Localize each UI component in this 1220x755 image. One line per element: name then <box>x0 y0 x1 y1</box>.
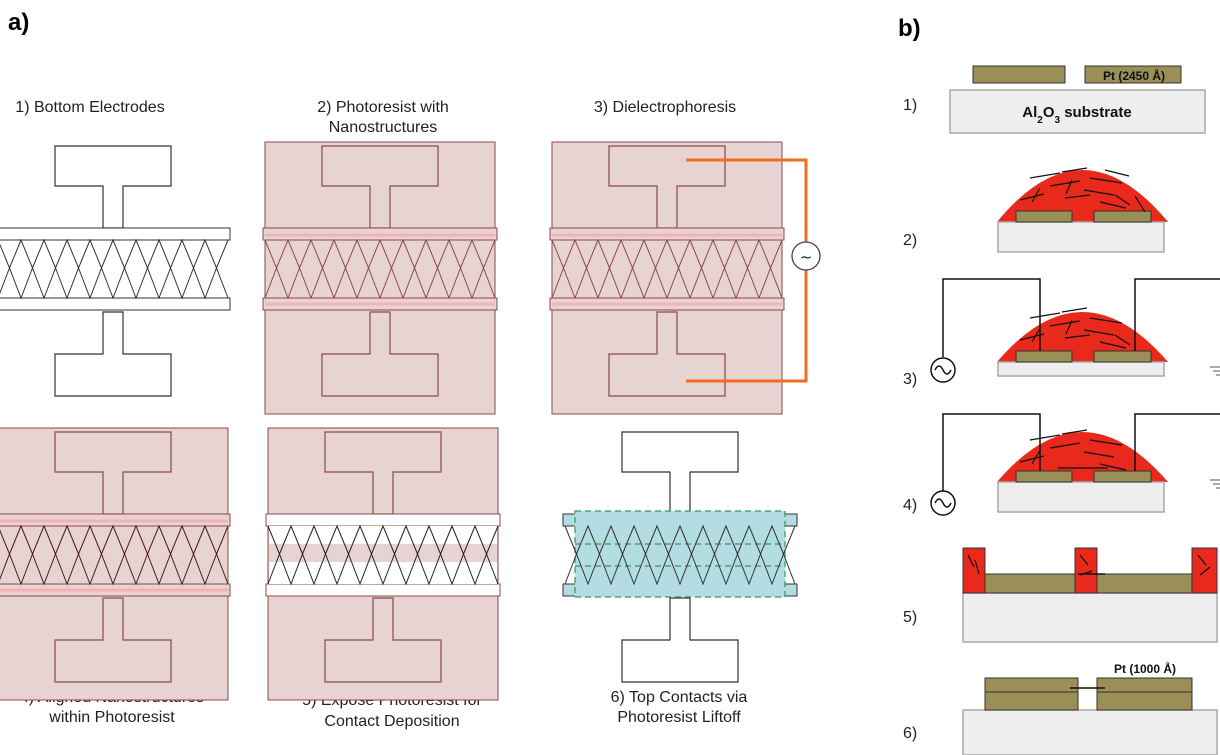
b6-electrode-left <box>984 691 1079 711</box>
b3-substrate <box>997 361 1165 377</box>
panel-b-letter: b) <box>898 15 921 42</box>
b2-electrode-left <box>1015 210 1073 223</box>
a3-bottom-electrode <box>608 311 726 397</box>
b1-substrate-label: Al2O3 substrate <box>1022 104 1132 126</box>
b3-nanostructures <box>1019 307 1131 349</box>
b6-top-contact-right <box>1096 677 1193 693</box>
b5-exposed-setup <box>962 547 1218 643</box>
b4-ground-icon <box>1210 479 1220 489</box>
step-a6-caption-line1: 6) Top Contacts via <box>611 689 748 706</box>
b3-electrode-right <box>1093 350 1152 363</box>
a2-bottom-electrode <box>321 311 439 397</box>
a5-bottom-electrode <box>324 597 442 683</box>
b1-pt-electrode-right <box>1084 65 1182 84</box>
b5-photoresist-center <box>1074 547 1098 594</box>
ac-source-symbol: ~ <box>800 248 813 266</box>
b5-nanostructures <box>967 554 1211 576</box>
a5-resist-strip <box>269 544 497 562</box>
b4-wire-left <box>942 413 1041 491</box>
b5-photoresist-right <box>1191 547 1218 594</box>
b3-wire-left <box>942 278 1041 357</box>
a5-lower-bar <box>265 583 501 597</box>
step-a3-caption: 3) Dielectrophoresis <box>594 99 736 116</box>
step-b1-label: 1) <box>903 97 917 114</box>
step-a6-caption-line2: Photoresist Liftoff <box>617 709 741 726</box>
step-a6-top-contacts-diagram <box>562 431 798 683</box>
step-a2-caption-line2: Nanostructures <box>329 119 438 136</box>
step-a1-bottom-electrodes-diagram <box>0 145 231 397</box>
b4-wire-right <box>1134 413 1220 471</box>
panel-a-letter: a) <box>8 9 29 36</box>
ac-source-icon <box>791 241 821 271</box>
a2-lower-fingers <box>264 266 496 300</box>
a6-lower-fingers <box>564 552 796 586</box>
a3-upper-fingers <box>551 238 783 270</box>
a5-upper-fingers <box>267 524 499 556</box>
panel-b-diagrams: Pt (2450 Å) Al2O3 substrate <box>930 65 1220 755</box>
a3-ac-wire-bottom <box>686 270 808 383</box>
b1-pt-electrode-left <box>972 65 1066 84</box>
step-b6-label: 6) <box>903 725 917 742</box>
a5-lower-fingers <box>267 552 499 586</box>
step-b3-label: 3) <box>903 371 917 388</box>
b4-ac-wave <box>934 498 952 508</box>
b3-electrode-left <box>1015 350 1073 363</box>
a1-top-electrode <box>54 145 172 229</box>
b5-substrate <box>962 592 1218 643</box>
a4-bottom-electrode <box>54 597 172 683</box>
b4-aligned-setup <box>930 413 1220 516</box>
b1-substrate <box>949 89 1206 134</box>
a4-photoresist-layer <box>0 427 229 701</box>
a3-ac-wire-top <box>686 158 808 242</box>
step-a2-photoresist-diagram <box>262 141 498 415</box>
a4-upper-fingers <box>0 524 229 556</box>
step-b4-label: 4) <box>903 497 917 514</box>
b3-dielectrophoresis-setup <box>930 278 1220 383</box>
b6-top-contact-left <box>984 677 1079 693</box>
b4-substrate <box>997 481 1165 513</box>
a1-upper-fingers <box>0 238 229 270</box>
step-a1-caption: 1) Bottom Electrodes <box>15 99 164 116</box>
a3-photoresist-layer <box>551 141 783 415</box>
step-a3-dielectrophoresis-diagram <box>549 141 808 415</box>
b4-electrode-left <box>1015 470 1073 483</box>
a6-upper-fingers <box>564 524 796 556</box>
b5-electrode-right <box>1096 573 1193 594</box>
a6-bottom-electrode <box>621 597 739 683</box>
b3-ac-wave <box>934 365 952 375</box>
b6-pt-thickness-label: Pt (1000 Å) <box>1114 661 1176 676</box>
a1-upper-bar <box>0 227 231 241</box>
step-a4-caption-line2: within Photoresist <box>48 709 175 726</box>
step-b2-label: 2) <box>903 232 917 249</box>
b2-droplet-on-substrate <box>997 167 1168 253</box>
b6-substrate <box>962 709 1218 755</box>
b5-electrode-left <box>984 573 1079 594</box>
b4-nanostructures <box>1019 429 1127 471</box>
a1-bottom-electrode <box>54 311 172 397</box>
b3-ground-icon <box>1210 366 1220 376</box>
step-b5-label: 5) <box>903 609 917 626</box>
a5-upper-bar <box>265 513 501 527</box>
b5-photoresist-left <box>962 547 986 594</box>
step-a2-caption-line1: 2) Photoresist with <box>317 99 449 116</box>
a4-lower-fingers <box>0 552 229 586</box>
b2-substrate <box>997 221 1165 253</box>
b4-electrode-right <box>1093 470 1152 483</box>
b6-electrode-right <box>1096 691 1193 711</box>
a1-lower-fingers <box>0 266 229 300</box>
b2-electrode-right <box>1093 210 1152 223</box>
b6-top-contacts-setup: Pt (1000 Å) <box>962 661 1218 755</box>
b3-wire-right <box>1134 278 1220 351</box>
a1-lower-bar <box>0 297 231 311</box>
b1-pt-thickness-label: Pt (2450 Å) <box>1103 68 1165 83</box>
a2-photoresist-layer <box>264 141 496 415</box>
a6-top-electrode <box>621 431 739 515</box>
step-a5-expose-photoresist-diagram <box>265 427 501 701</box>
a3-lower-fingers <box>551 266 783 300</box>
step-a4-aligned-nanostructures-diagram <box>0 427 231 701</box>
step-a5-caption-line2: Contact Deposition <box>324 713 459 730</box>
b2-nanostructures <box>1019 167 1146 213</box>
a2-upper-fingers <box>264 238 496 270</box>
